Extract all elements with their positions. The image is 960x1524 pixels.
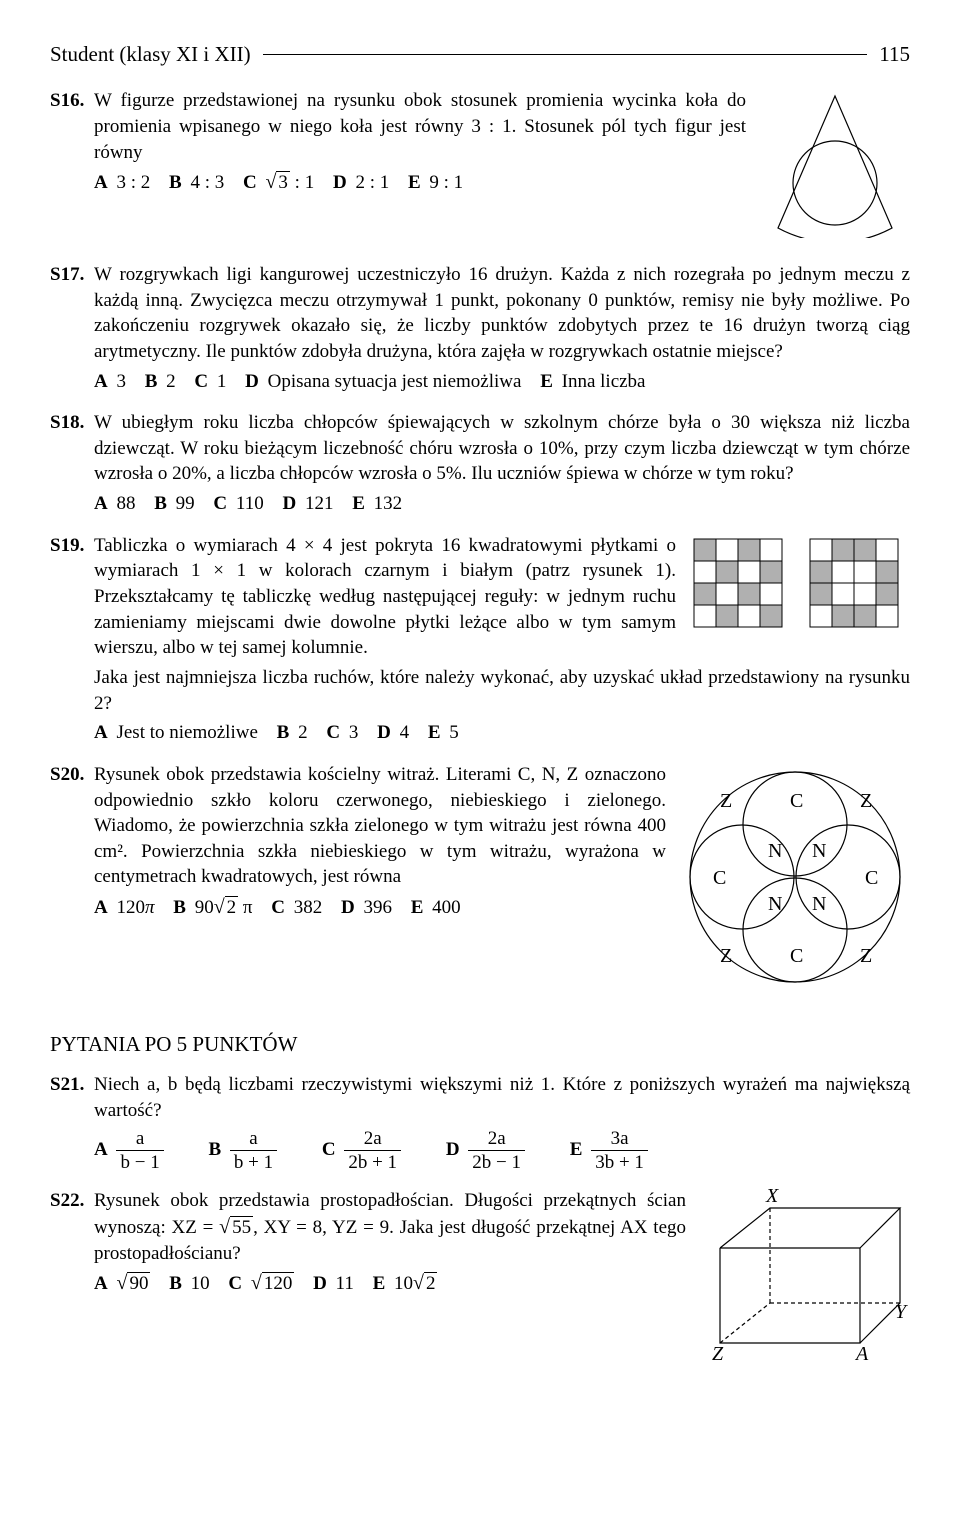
svg-text:N: N	[812, 840, 826, 862]
problem-label: S20.	[50, 762, 94, 788]
problem-body: Tabliczka o wymiarach 4 × 4 jest pokryta…	[94, 533, 910, 746]
answer-options: A 120π B 90√2 π C 382 D 396 E 400	[94, 894, 666, 921]
svg-text:Z: Z	[720, 945, 732, 967]
svg-text:C: C	[865, 867, 878, 889]
problem-label: S17.	[50, 262, 94, 288]
figure-s20: Z Z Z Z C C C C N N N N	[680, 762, 910, 1000]
problem-body: Rysunek obok przedstawia kościelny witra…	[94, 762, 910, 1000]
svg-text:C: C	[790, 945, 803, 967]
page-number: 115	[867, 40, 910, 68]
svg-text:C: C	[713, 867, 726, 889]
problem-body: W ubiegłym roku liczba chłopców śpiewają…	[94, 410, 910, 517]
problem-text: Niech a, b będą liczbami rzeczywistymi w…	[94, 1072, 910, 1123]
problem-body: Rysunek obok przedstawia prostopadłościa…	[94, 1188, 910, 1376]
problem-body: Niech a, b będą liczbami rzeczywistymi w…	[94, 1072, 910, 1172]
problem-s16: S16. W figurze przedstawionej na rysunku…	[50, 88, 910, 246]
problem-text: W rozgrywkach ligi kangurowej uczestnicz…	[94, 262, 910, 365]
problem-s21: S21. Niech a, b będą liczbami rzeczywist…	[50, 1072, 910, 1172]
problem-label: S21.	[50, 1072, 94, 1098]
answer-options: A √90 B 10 C √120 D 11 E 10√2	[94, 1270, 686, 1297]
problem-body: W rozgrywkach ligi kangurowej uczestnicz…	[94, 262, 910, 394]
answer-options: A ab − 1 B ab + 1 C 2a2b + 1 D 2a2b − 1 …	[94, 1129, 910, 1172]
svg-text:Z: Z	[712, 1343, 724, 1365]
section-heading-5pt: PYTANIA PO 5 PUNKTÓW	[50, 1030, 910, 1058]
problem-text: Tabliczka o wymiarach 4 × 4 jest pokryta…	[94, 533, 676, 661]
page-header: Student (klasy XI i XII) 115	[50, 40, 910, 68]
svg-text:C: C	[790, 790, 803, 812]
problem-s20: S20. Rysunek obok przedstawia kościelny …	[50, 762, 910, 1000]
svg-text:N: N	[768, 840, 782, 862]
problem-s19: S19. Tabliczka o wymiarach 4 × 4 jest po…	[50, 533, 910, 746]
figure-s16	[760, 88, 910, 246]
svg-text:Z: Z	[860, 790, 872, 812]
answer-options: A 3 : 2 B 4 : 3 C √3 : 1 D 2 : 1 E 9 : 1	[94, 169, 746, 196]
svg-text:X: X	[765, 1188, 779, 1207]
problem-s22: S22. Rysunek obok przedstawia prostopadł…	[50, 1188, 910, 1376]
problem-body: W figurze przedstawionej na rysunku obok…	[94, 88, 910, 246]
problem-s17: S17. W rozgrywkach ligi kangurowej uczes…	[50, 262, 910, 394]
answer-options: A 3 B 2 C 1 D Opisana sytuacja jest niem…	[94, 369, 910, 395]
problem-text: Rysunek obok przedstawia kościelny witra…	[94, 762, 666, 890]
problem-text: W figurze przedstawionej na rysunku obok…	[94, 88, 746, 165]
svg-text:Z: Z	[860, 945, 872, 967]
problem-text: Rysunek obok przedstawia prostopadłościa…	[94, 1188, 686, 1266]
svg-text:N: N	[812, 893, 826, 915]
svg-text:Z: Z	[720, 790, 732, 812]
problem-s18: S18. W ubiegłym roku liczba chłopców śpi…	[50, 410, 910, 517]
svg-text:N: N	[768, 893, 782, 915]
problem-label: S22.	[50, 1188, 94, 1214]
answer-options: A Jest to niemożliwe B 2 C 3 D 4 E 5	[94, 720, 910, 746]
svg-text:Y: Y	[895, 1301, 908, 1323]
header-title: Student (klasy XI i XII)	[50, 40, 263, 68]
answer-options: A 88 B 99 C 110 D 121 E 132	[94, 491, 910, 517]
problem-label: S16.	[50, 88, 94, 114]
svg-text:A: A	[854, 1343, 869, 1365]
figure-s22: X Y Z A	[700, 1188, 910, 1376]
problem-label: S19.	[50, 533, 94, 559]
problem-text: W ubiegłym roku liczba chłopców śpiewają…	[94, 410, 910, 487]
header-rule	[263, 54, 868, 55]
problem-text-2: Jaka jest najmniejsza liczba ruchów, któ…	[94, 665, 910, 716]
figure-s19	[690, 533, 910, 665]
problem-label: S18.	[50, 410, 94, 436]
